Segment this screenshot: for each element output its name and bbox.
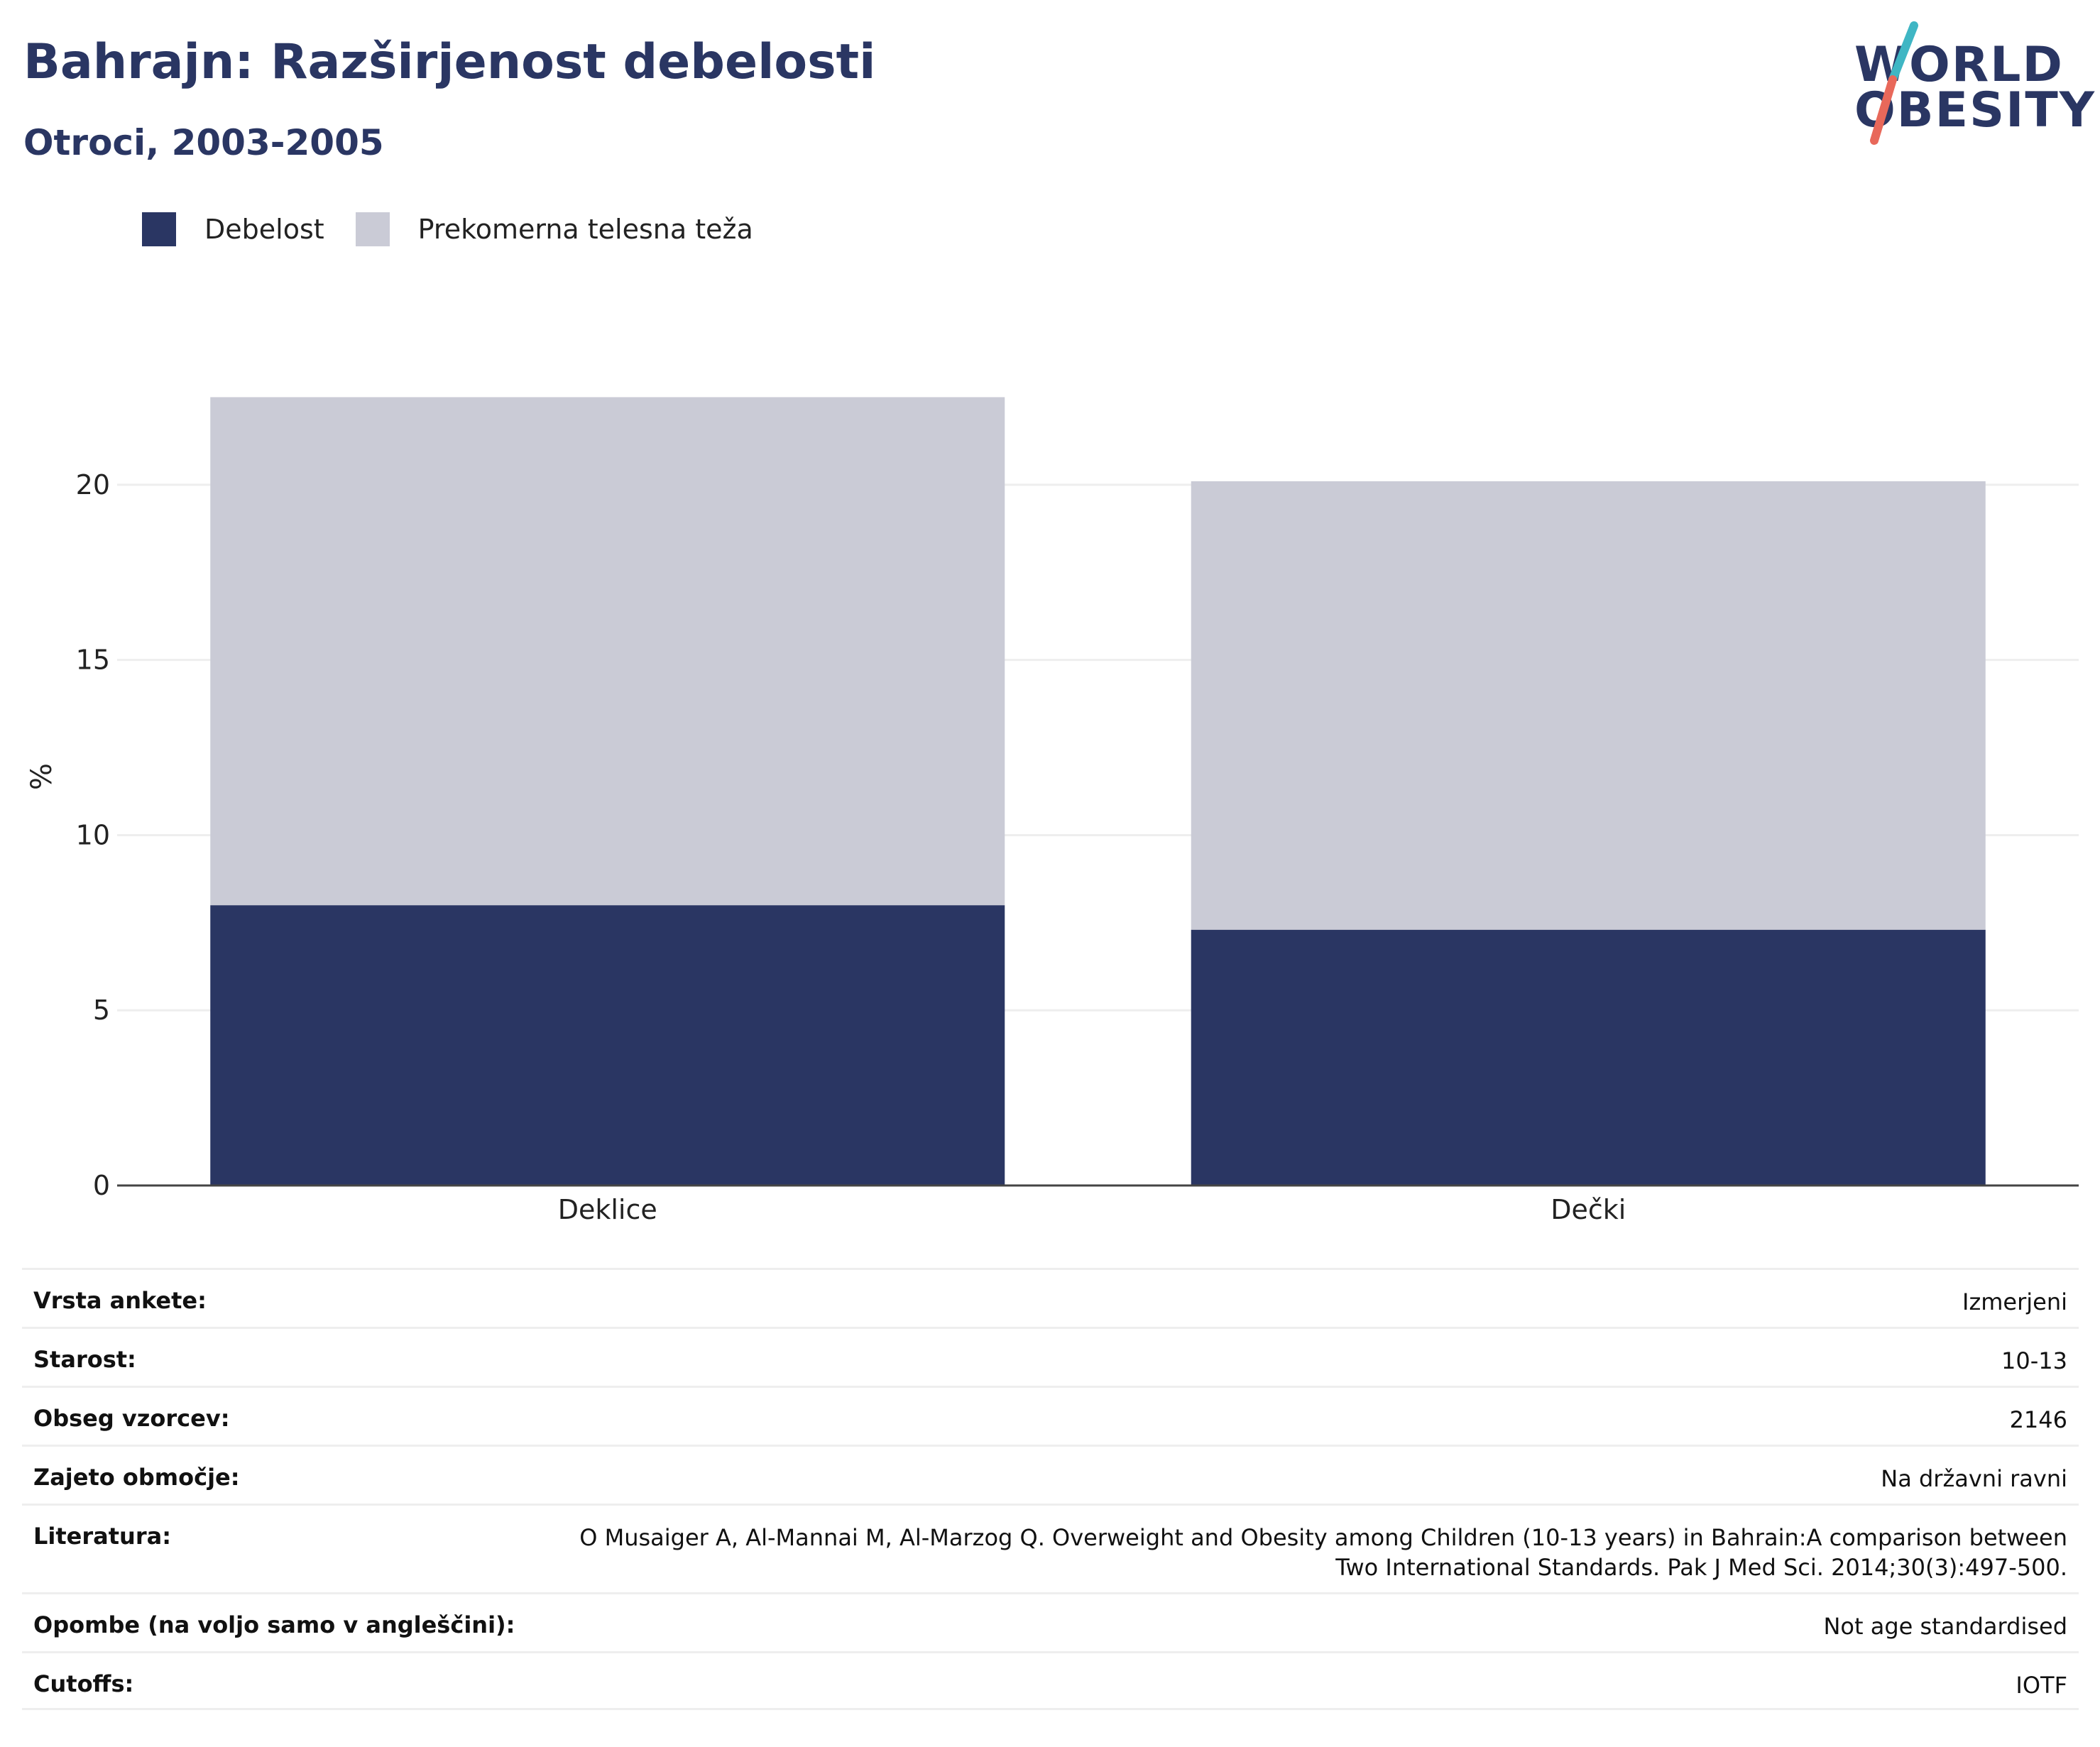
metadata-key: Cutoffs: bbox=[33, 1670, 134, 1697]
chart-subtitle: Otroci, 2003-2005 bbox=[23, 122, 384, 163]
chart-title: Bahrajn: Razširjenost debelosti bbox=[23, 34, 876, 90]
y-tick-label: 20 bbox=[76, 469, 110, 500]
legend-item-prekomerna[interactable]: Prekomerna telesna teža bbox=[355, 212, 753, 246]
metadata-value: Izmerjeni bbox=[1962, 1288, 2067, 1315]
bar-debelost-decki bbox=[1191, 929, 1986, 1185]
x-category-label: Dečki bbox=[1551, 1194, 1626, 1225]
logo-slash-top bbox=[1888, 21, 1918, 84]
metadata-key: Literatura: bbox=[33, 1523, 171, 1550]
metadata-value: 2146 bbox=[2009, 1406, 2067, 1433]
metadata-key: Opombe (na voljo samo v angleščini): bbox=[33, 1611, 515, 1638]
metadata-row: Vrsta ankete: Izmerjeni bbox=[22, 1268, 2079, 1327]
logo-slash-bottom bbox=[1870, 75, 1897, 145]
y-axis-title: % bbox=[26, 763, 58, 790]
logo-text-obesity: OBESITY bbox=[1854, 82, 2096, 138]
metadata-key: Vrsta ankete: bbox=[33, 1287, 207, 1314]
bar-prekomerna-deklice bbox=[210, 397, 1005, 906]
metadata-row: Cutoffs: IOTF bbox=[22, 1651, 2079, 1710]
x-category-label: Deklice bbox=[558, 1194, 657, 1225]
metadata-key: Zajeto območje: bbox=[33, 1464, 240, 1491]
y-tick-label: 5 bbox=[93, 995, 110, 1026]
y-tick-label: 0 bbox=[93, 1170, 110, 1201]
metadata-row: Zajeto območje: Na državni ravni bbox=[22, 1445, 2079, 1504]
metadata-value: IOTF bbox=[2016, 1672, 2067, 1699]
chart-legend: Debelost Prekomerna telesna teža bbox=[142, 212, 784, 247]
bar-chart: 0 5 10 15 20 Deklice Dečki% bbox=[26, 397, 2079, 1225]
bar-debelost-deklice bbox=[210, 905, 1005, 1185]
metadata-key: Starost: bbox=[33, 1346, 136, 1373]
legend-swatch-debelost bbox=[142, 212, 176, 246]
metadata-value: Na državni ravni bbox=[1881, 1465, 2067, 1492]
logo-slash-icon bbox=[1870, 21, 1918, 145]
bar-prekomerna-decki bbox=[1191, 481, 1986, 930]
legend-item-debelost[interactable]: Debelost bbox=[142, 212, 324, 246]
metadata-row: Starost: 10-13 bbox=[22, 1327, 2079, 1386]
y-tick-label: 10 bbox=[76, 819, 110, 850]
metadata-value: O Musaiger A, Al-Mannai M, Al-Marzog Q. … bbox=[579, 1524, 2067, 1581]
legend-label-prekomerna: Prekomerna telesna teža bbox=[417, 214, 753, 245]
metadata-row: Obseg vzorcev: 2146 bbox=[22, 1386, 2079, 1445]
y-tick-label: 15 bbox=[76, 645, 110, 676]
metadata-value: 10-13 bbox=[2001, 1347, 2067, 1374]
legend-swatch-prekomerna bbox=[355, 212, 390, 246]
metadata-table: Vrsta ankete: Izmerjeni Starost: 10-13 Obseg… bbox=[22, 1268, 2079, 1710]
legend-label-debelost: Debelost bbox=[204, 214, 324, 245]
metadata-key: Obseg vzorcev: bbox=[33, 1405, 230, 1432]
world-obesity-logo: WORLD OBESITY bbox=[1846, 20, 2094, 148]
metadata-row: Literatura: O Musaiger A, Al-Mannai M, Al… bbox=[22, 1504, 2079, 1592]
metadata-row: Opombe (na voljo samo v angleščini): Not … bbox=[22, 1592, 2079, 1651]
metadata-value: Not age standardised bbox=[1823, 1613, 2067, 1640]
